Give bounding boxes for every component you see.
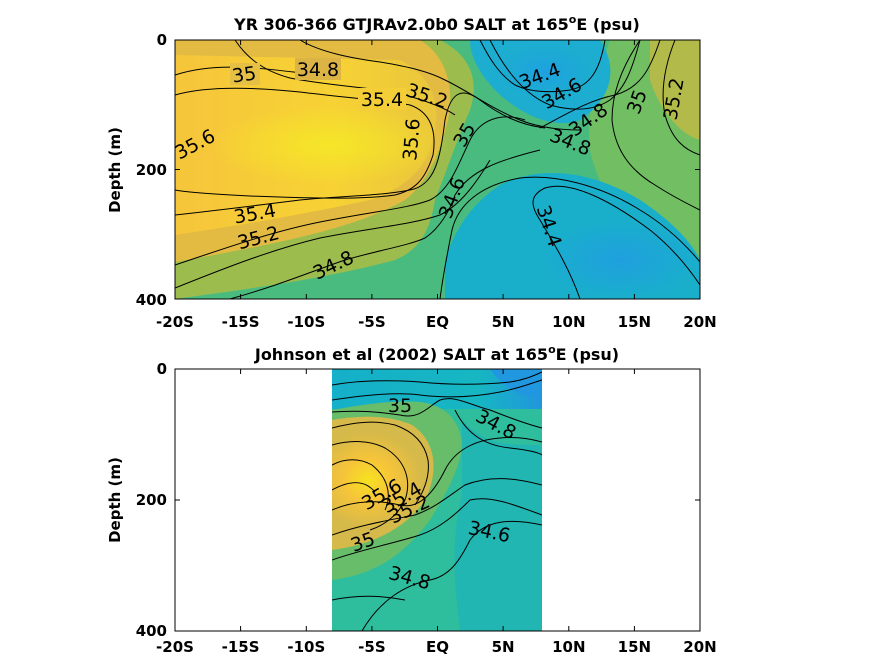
bottom-tick-marks (174, 369, 701, 631)
top-x-tick-labels: -20S -15S -10S -5S EQ 5N 10N 15N 20N (156, 313, 717, 331)
x-tick-label: -5S (358, 313, 385, 331)
y-tick-label: 0 (157, 360, 167, 378)
top-y-axis-label: Depth (m) (106, 127, 124, 213)
top-contour-lines (175, 40, 700, 299)
contour-label: 34.8 (297, 59, 339, 81)
contour-label: 35.6 (399, 117, 425, 161)
x-tick-label: -20S (156, 313, 194, 331)
bottom-x-tick-labels: -20S -15S -10S -5S EQ 5N 10N 15N 20N (156, 638, 717, 656)
contour-label: 35.4 (361, 89, 403, 111)
x-tick-label: 10N (552, 638, 585, 656)
x-tick-label: -20S (156, 638, 194, 656)
contour-label: 35 (388, 395, 412, 417)
bottom-contour-lines (332, 371, 542, 631)
x-tick-label: EQ (426, 313, 449, 331)
x-tick-label: -15S (222, 638, 260, 656)
x-tick-label: -10S (287, 638, 325, 656)
top-y-tick-labels: 0 200 400 (136, 31, 167, 309)
y-tick-label: 0 (157, 31, 167, 49)
y-tick-label: 200 (136, 161, 167, 179)
x-tick-label: 10N (552, 313, 585, 331)
x-tick-label: EQ (426, 638, 449, 656)
x-tick-label: 20N (683, 313, 716, 331)
top-tick-marks (174, 40, 701, 299)
top-chart-title: YR 306-366 GTJRAv2.0b0 SALT at 165oE (ps… (233, 13, 640, 34)
x-tick-label: 5N (492, 313, 515, 331)
x-tick-label: 5N (492, 638, 515, 656)
y-tick-label: 200 (136, 491, 167, 509)
x-tick-label: 15N (618, 638, 651, 656)
bottom-chart: Johnson et al (2002) SALT at 165oE (psu) (106, 343, 717, 656)
x-tick-label: 20N (683, 638, 716, 656)
y-tick-label: 400 (136, 622, 167, 640)
contour-label: 35 (231, 62, 258, 87)
bottom-chart-title: Johnson et al (2002) SALT at 165oE (psu) (254, 343, 619, 364)
x-tick-label: -10S (287, 313, 325, 331)
bottom-y-axis-label: Depth (m) (106, 457, 124, 543)
x-tick-label: -5S (358, 638, 385, 656)
x-tick-label: 15N (618, 313, 651, 331)
y-tick-label: 400 (136, 291, 167, 309)
top-chart: YR 306-366 GTJRAv2.0b0 SALT at 165oE (ps… (106, 13, 717, 331)
bottom-y-tick-labels: 0 200 400 (136, 360, 167, 640)
x-tick-label: -15S (222, 313, 260, 331)
